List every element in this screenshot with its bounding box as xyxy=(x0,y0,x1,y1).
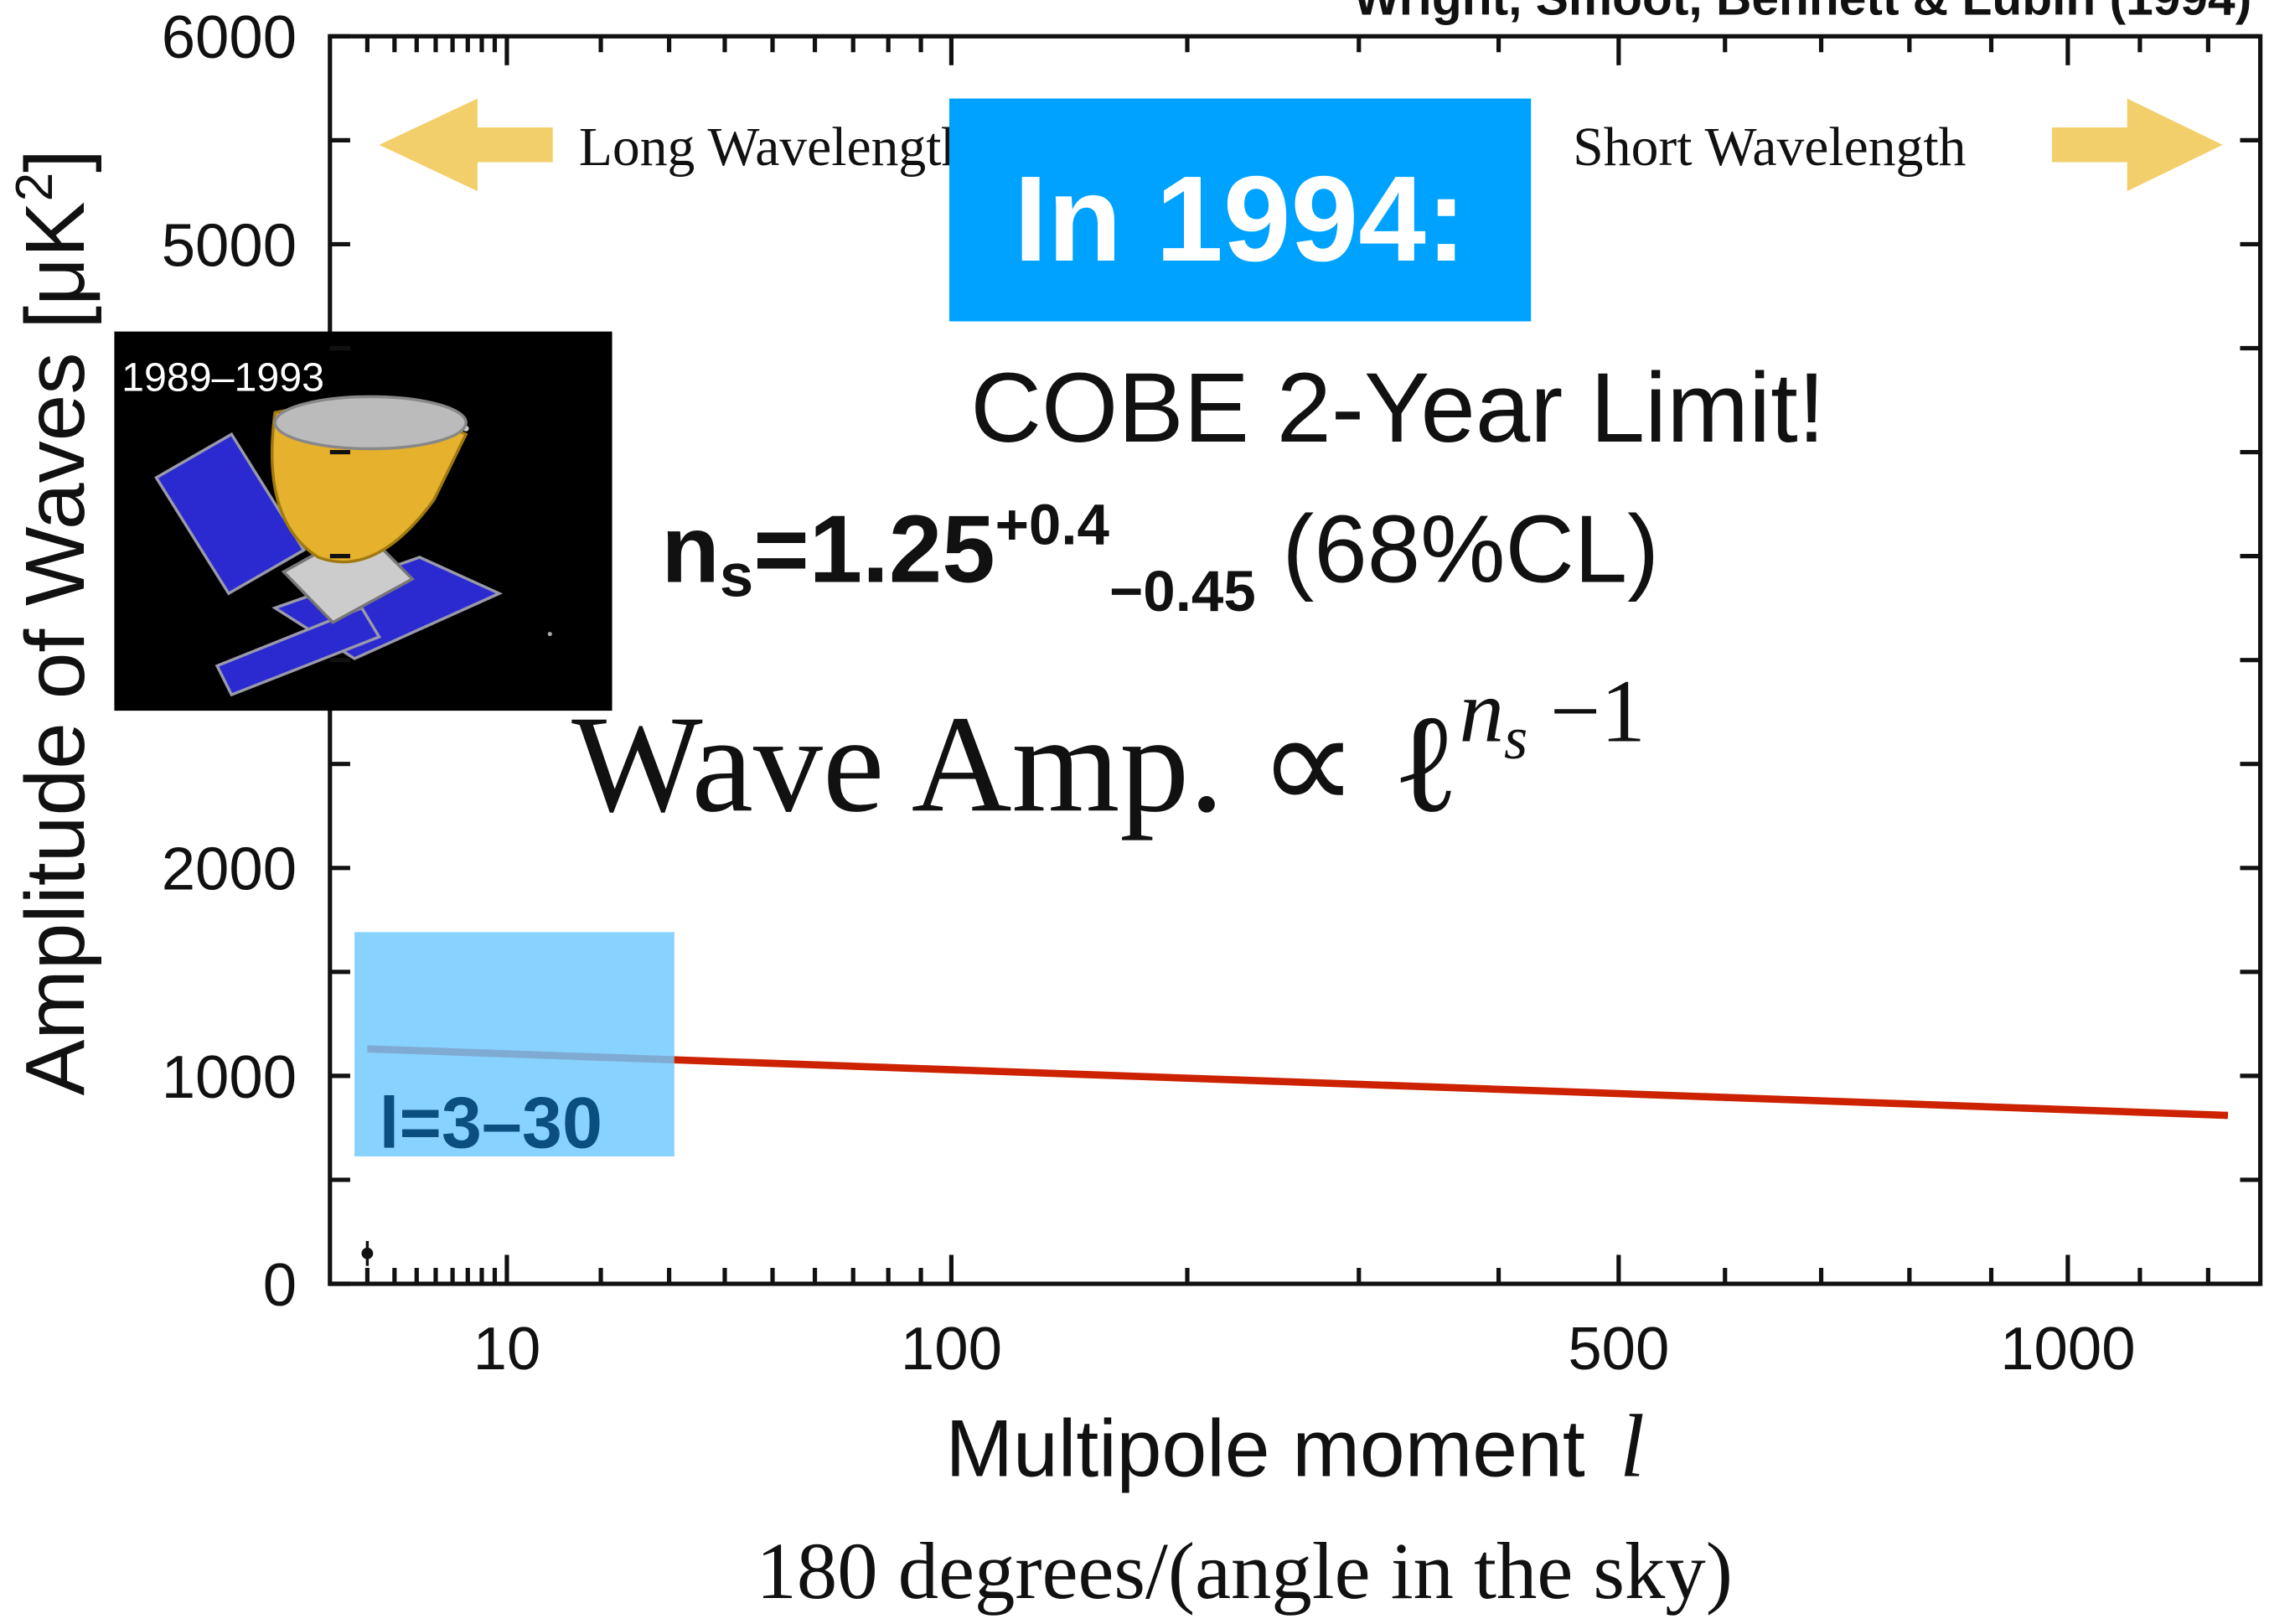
range-text: l=3–30 xyxy=(379,1084,602,1164)
page: Wright, Smoot, Bennett & Lubin (1994) Lo… xyxy=(0,0,2269,1624)
x-tick-label: 500 xyxy=(1568,1315,1669,1383)
ns-result: ns=1.25+0.4−0.45 (68%CL) xyxy=(661,491,1659,623)
chart-title: Wright, Smoot, Bennett & Lubin (1994) xyxy=(1353,0,2251,25)
ns-n: n xyxy=(661,496,720,603)
x-tick-label: 10 xyxy=(473,1315,541,1383)
formula: Wave Amp. ∝ ℓns −1 xyxy=(571,662,1646,840)
ns-eq: =1.25 xyxy=(753,496,995,603)
y-tick-label: 6000 xyxy=(162,3,297,71)
x-label-main: Multipole moment xyxy=(946,1404,1585,1494)
x-axis-label-2: 180 degrees/(angle in the sky) xyxy=(757,1526,1733,1616)
year-text: In 1994: xyxy=(1014,151,1466,287)
right-arrow xyxy=(2052,99,2223,192)
formula-n: n xyxy=(1459,662,1504,761)
y-label-end: ] xyxy=(8,149,102,173)
cobe-text: COBE 2-Year Limit! xyxy=(970,353,1825,463)
y-tick-label: 2000 xyxy=(162,835,297,903)
x-tick-label: 100 xyxy=(901,1315,1002,1383)
y-label-main: Amplitude of Waves [μK xyxy=(8,201,102,1095)
data-point xyxy=(361,1248,373,1259)
short-wavelength: Short Wavelength xyxy=(1573,117,1966,178)
ns-s: s xyxy=(720,542,753,610)
y-label-sup: 2 xyxy=(6,173,64,202)
left-arrow xyxy=(379,99,552,192)
x-tick-label: 1000 xyxy=(2000,1315,2135,1383)
ns-minus: −0.45 xyxy=(1109,558,1256,623)
ns-cl: (68%CL) xyxy=(1256,496,1659,603)
y-axis-label: Amplitude of Waves [μK2] xyxy=(6,149,102,1096)
formula-main: Wave Amp. ∝ ℓ xyxy=(571,686,1459,840)
x-label-symbol: l xyxy=(1620,1398,1645,1497)
chart: Wright, Smoot, Bennett & Lubin (1994) Lo… xyxy=(0,0,2269,1624)
x-axis-label: Multipole moment l xyxy=(946,1398,1645,1497)
y-tick-label: 5000 xyxy=(162,211,297,279)
ns-plus: +0.4 xyxy=(995,491,1110,556)
formula-s: s xyxy=(1504,704,1527,772)
image-caption: 1989–1993 xyxy=(121,354,324,400)
y-tick-label: 0 xyxy=(263,1251,297,1319)
formula-minus-one: −1 xyxy=(1527,662,1646,761)
long-wavelength: Long Wavelength xyxy=(579,117,969,178)
y-tick-label: 1000 xyxy=(162,1043,297,1111)
